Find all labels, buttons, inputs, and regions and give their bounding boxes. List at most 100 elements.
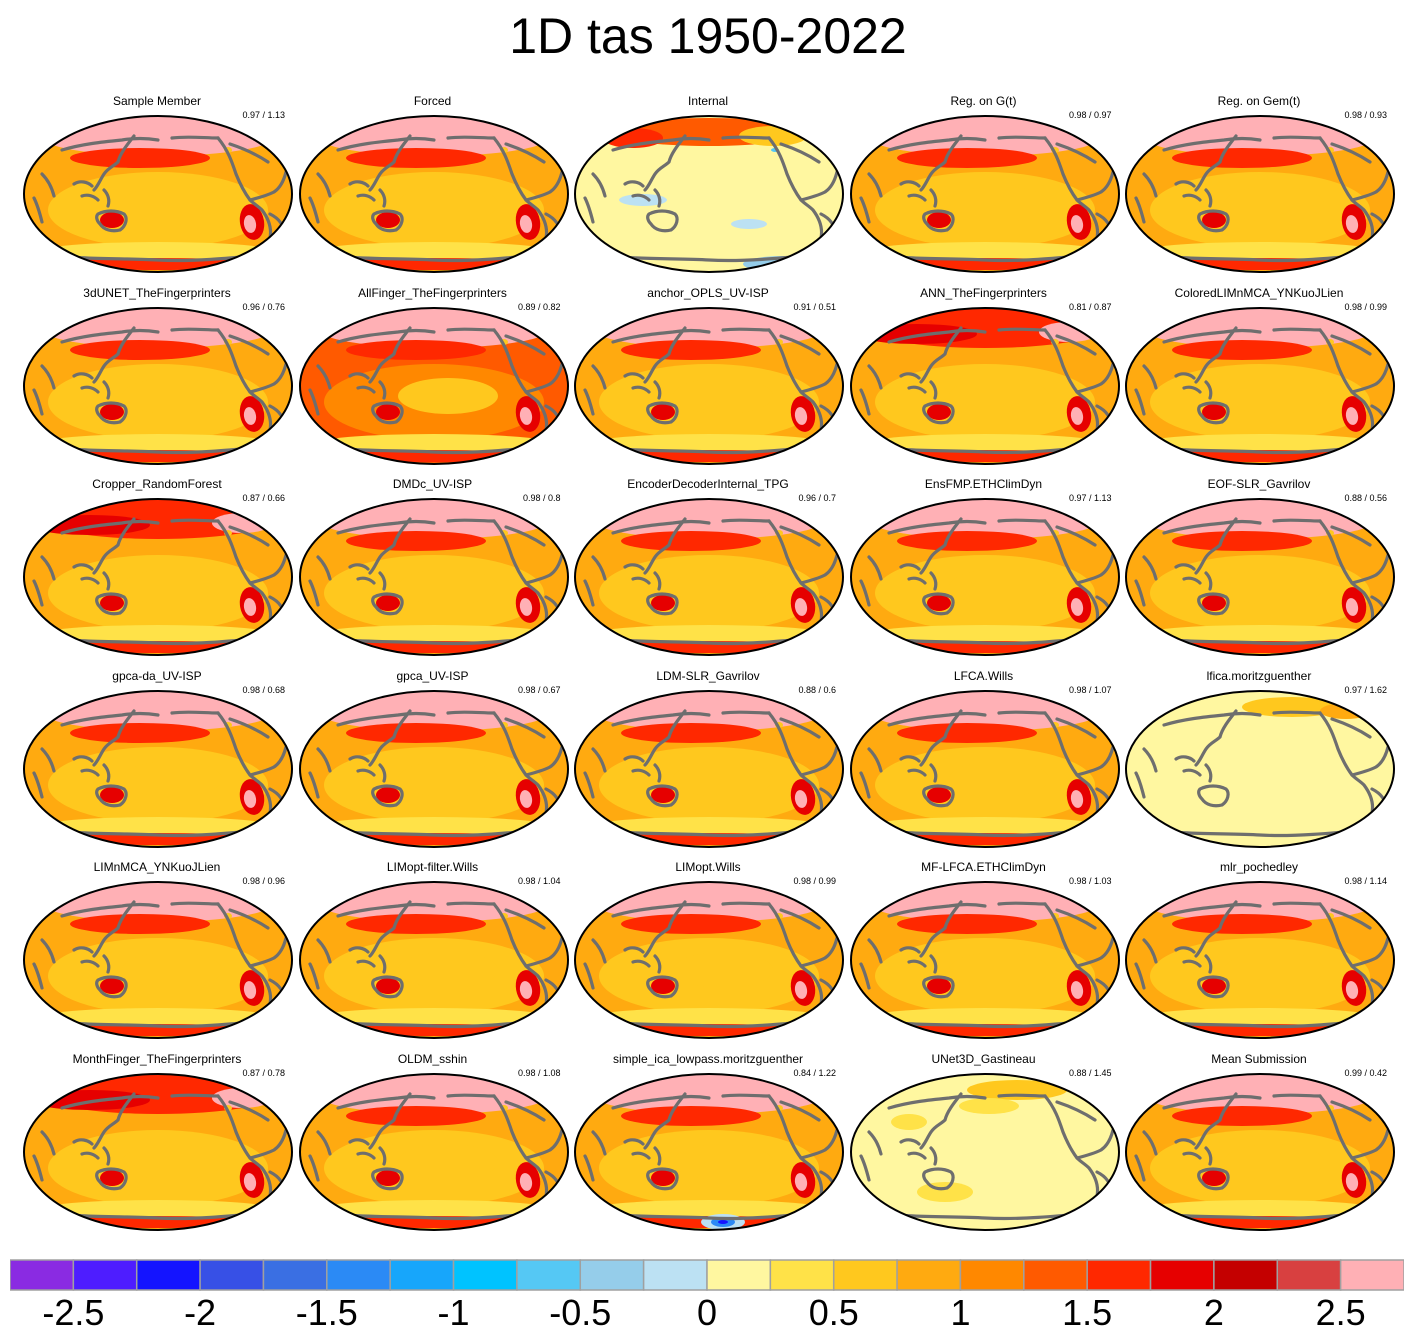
coastline-3 — [918, 325, 963, 384]
coastline-5 — [906, 576, 927, 585]
panel-title: LIMnMCA_YNKuoJLien — [93, 860, 221, 874]
panel-title: DMDc_UV-ISP — [392, 477, 473, 491]
field-north-pacific-warm — [70, 339, 210, 360]
coastline-australia — [646, 400, 679, 424]
coastline-9 — [886, 328, 987, 344]
figure-title: 1D tas 1950-2022 — [509, 8, 907, 64]
map-field — [850, 116, 1119, 272]
map-plot — [849, 498, 1120, 656]
map-field — [24, 499, 292, 655]
field-mid-pacific — [122, 952, 222, 988]
field-arctic-land — [315, 882, 552, 922]
coastline-8 — [858, 387, 871, 416]
coastline-3 — [1194, 900, 1238, 958]
coastline-10 — [1272, 1093, 1322, 1098]
map-plot — [574, 498, 844, 656]
panel-score: 0.97 / 1.62 — [1344, 684, 1387, 695]
field-australia-warm — [926, 403, 951, 420]
panel-title: EOF-SLR_Gavrilov — [1207, 477, 1311, 491]
panel-score: 0.91 / 0.51 — [793, 301, 836, 312]
field-mid-pacific — [122, 1143, 222, 1180]
coastline-1 — [523, 553, 564, 585]
coastline-10 — [170, 710, 220, 715]
coastline-3 — [367, 134, 412, 192]
coastline-4 — [72, 371, 94, 380]
coastline-10 — [721, 901, 771, 906]
coastline-6 — [377, 571, 386, 591]
coastline-11 — [779, 525, 821, 547]
coastline-4 — [1174, 1137, 1196, 1146]
map-panel: anchor_OPLS_UV-ISP 0.91 / 0.51 — [573, 286, 848, 466]
coastline-1 — [1350, 361, 1390, 394]
coastline-11 — [1054, 716, 1097, 739]
coastline-10 — [721, 710, 771, 715]
panel-title: UNet3D_Gastineau — [931, 1051, 1036, 1066]
coastline-7 — [40, 1129, 56, 1156]
field-north-pacific-warm — [70, 914, 210, 934]
coastline-3 — [643, 900, 687, 958]
map-plot — [574, 1072, 844, 1231]
field-australia-warm — [651, 595, 675, 611]
coastline-4 — [347, 563, 370, 571]
panel-score: 0.88 / 0.6 — [798, 684, 836, 695]
coastline-11 — [228, 908, 270, 930]
coastline-5 — [906, 1151, 927, 1160]
field-arctic-land — [40, 307, 276, 348]
coastline-9 — [611, 136, 711, 152]
map-outline — [23, 115, 293, 273]
colorbar-tick-label: 2.5 — [1315, 1292, 1366, 1333]
coastline-6 — [1204, 1145, 1213, 1166]
map-field — [299, 1073, 568, 1230]
colorbar-tick-label: -1 — [437, 1292, 470, 1333]
panel-score: 0.84 / 1.22 — [793, 1067, 836, 1078]
coastline-4 — [623, 1137, 645, 1146]
coastline-6 — [928, 379, 937, 400]
coastline-11 — [228, 142, 270, 164]
coastline-4 — [1174, 946, 1196, 954]
field-australia-warm — [651, 786, 675, 803]
field-south-america-hot — [243, 215, 257, 233]
coastline-5 — [80, 959, 100, 968]
field-australia-warm — [1202, 595, 1226, 611]
coastline-11 — [228, 333, 270, 356]
coastline-1 — [248, 936, 288, 968]
coastline-6 — [377, 1145, 386, 1166]
coastline-11 — [503, 333, 546, 356]
coastline-3 — [643, 517, 687, 575]
map-field — [575, 499, 843, 655]
coastline-8 — [583, 770, 595, 799]
map-panel: EOF-SLR_Gavrilov 0.88 / 0.56 — [1124, 477, 1399, 657]
coastline-1 — [248, 553, 288, 585]
coastline-5 — [906, 385, 927, 394]
coastline-australia — [95, 209, 128, 233]
map-field — [24, 1073, 292, 1230]
colorbar-tick-label: -2.5 — [42, 1292, 105, 1333]
coastline-1 — [799, 936, 839, 968]
map-field — [1126, 882, 1394, 1038]
coastline-australia — [1197, 1166, 1230, 1190]
coastline-9 — [611, 1094, 711, 1110]
coastline-9 — [335, 519, 436, 535]
field-arctic-land — [866, 499, 1103, 539]
field-mid-pacific — [673, 569, 773, 605]
field-north-pacific-warm — [1172, 148, 1312, 168]
coastline-6 — [1204, 188, 1213, 208]
field-warm-patch — [916, 1181, 973, 1202]
map-outline — [849, 1072, 1120, 1231]
field-north-pacific-warm — [621, 914, 761, 934]
coastline-11 — [1054, 1099, 1097, 1122]
map-plot — [574, 689, 844, 848]
field-mid-pacific — [397, 186, 498, 222]
field-south-america-hot — [794, 981, 808, 999]
map-panel: LFCA.Wills 0.98 / 1.07 — [849, 669, 1124, 849]
panel-score: 0.98 / 0.99 — [793, 876, 836, 886]
map-field — [24, 307, 292, 464]
field-australia-warm — [100, 403, 124, 420]
coastline-1 — [1350, 936, 1390, 968]
colorbar — [10, 1259, 1404, 1291]
field-mid-pacific — [1224, 186, 1324, 222]
field-north-pacific-warm — [621, 1105, 761, 1126]
coastline-6 — [653, 379, 662, 400]
panel-score: 0.98 / 1.04 — [517, 876, 561, 886]
coastline-australia — [1197, 783, 1230, 807]
